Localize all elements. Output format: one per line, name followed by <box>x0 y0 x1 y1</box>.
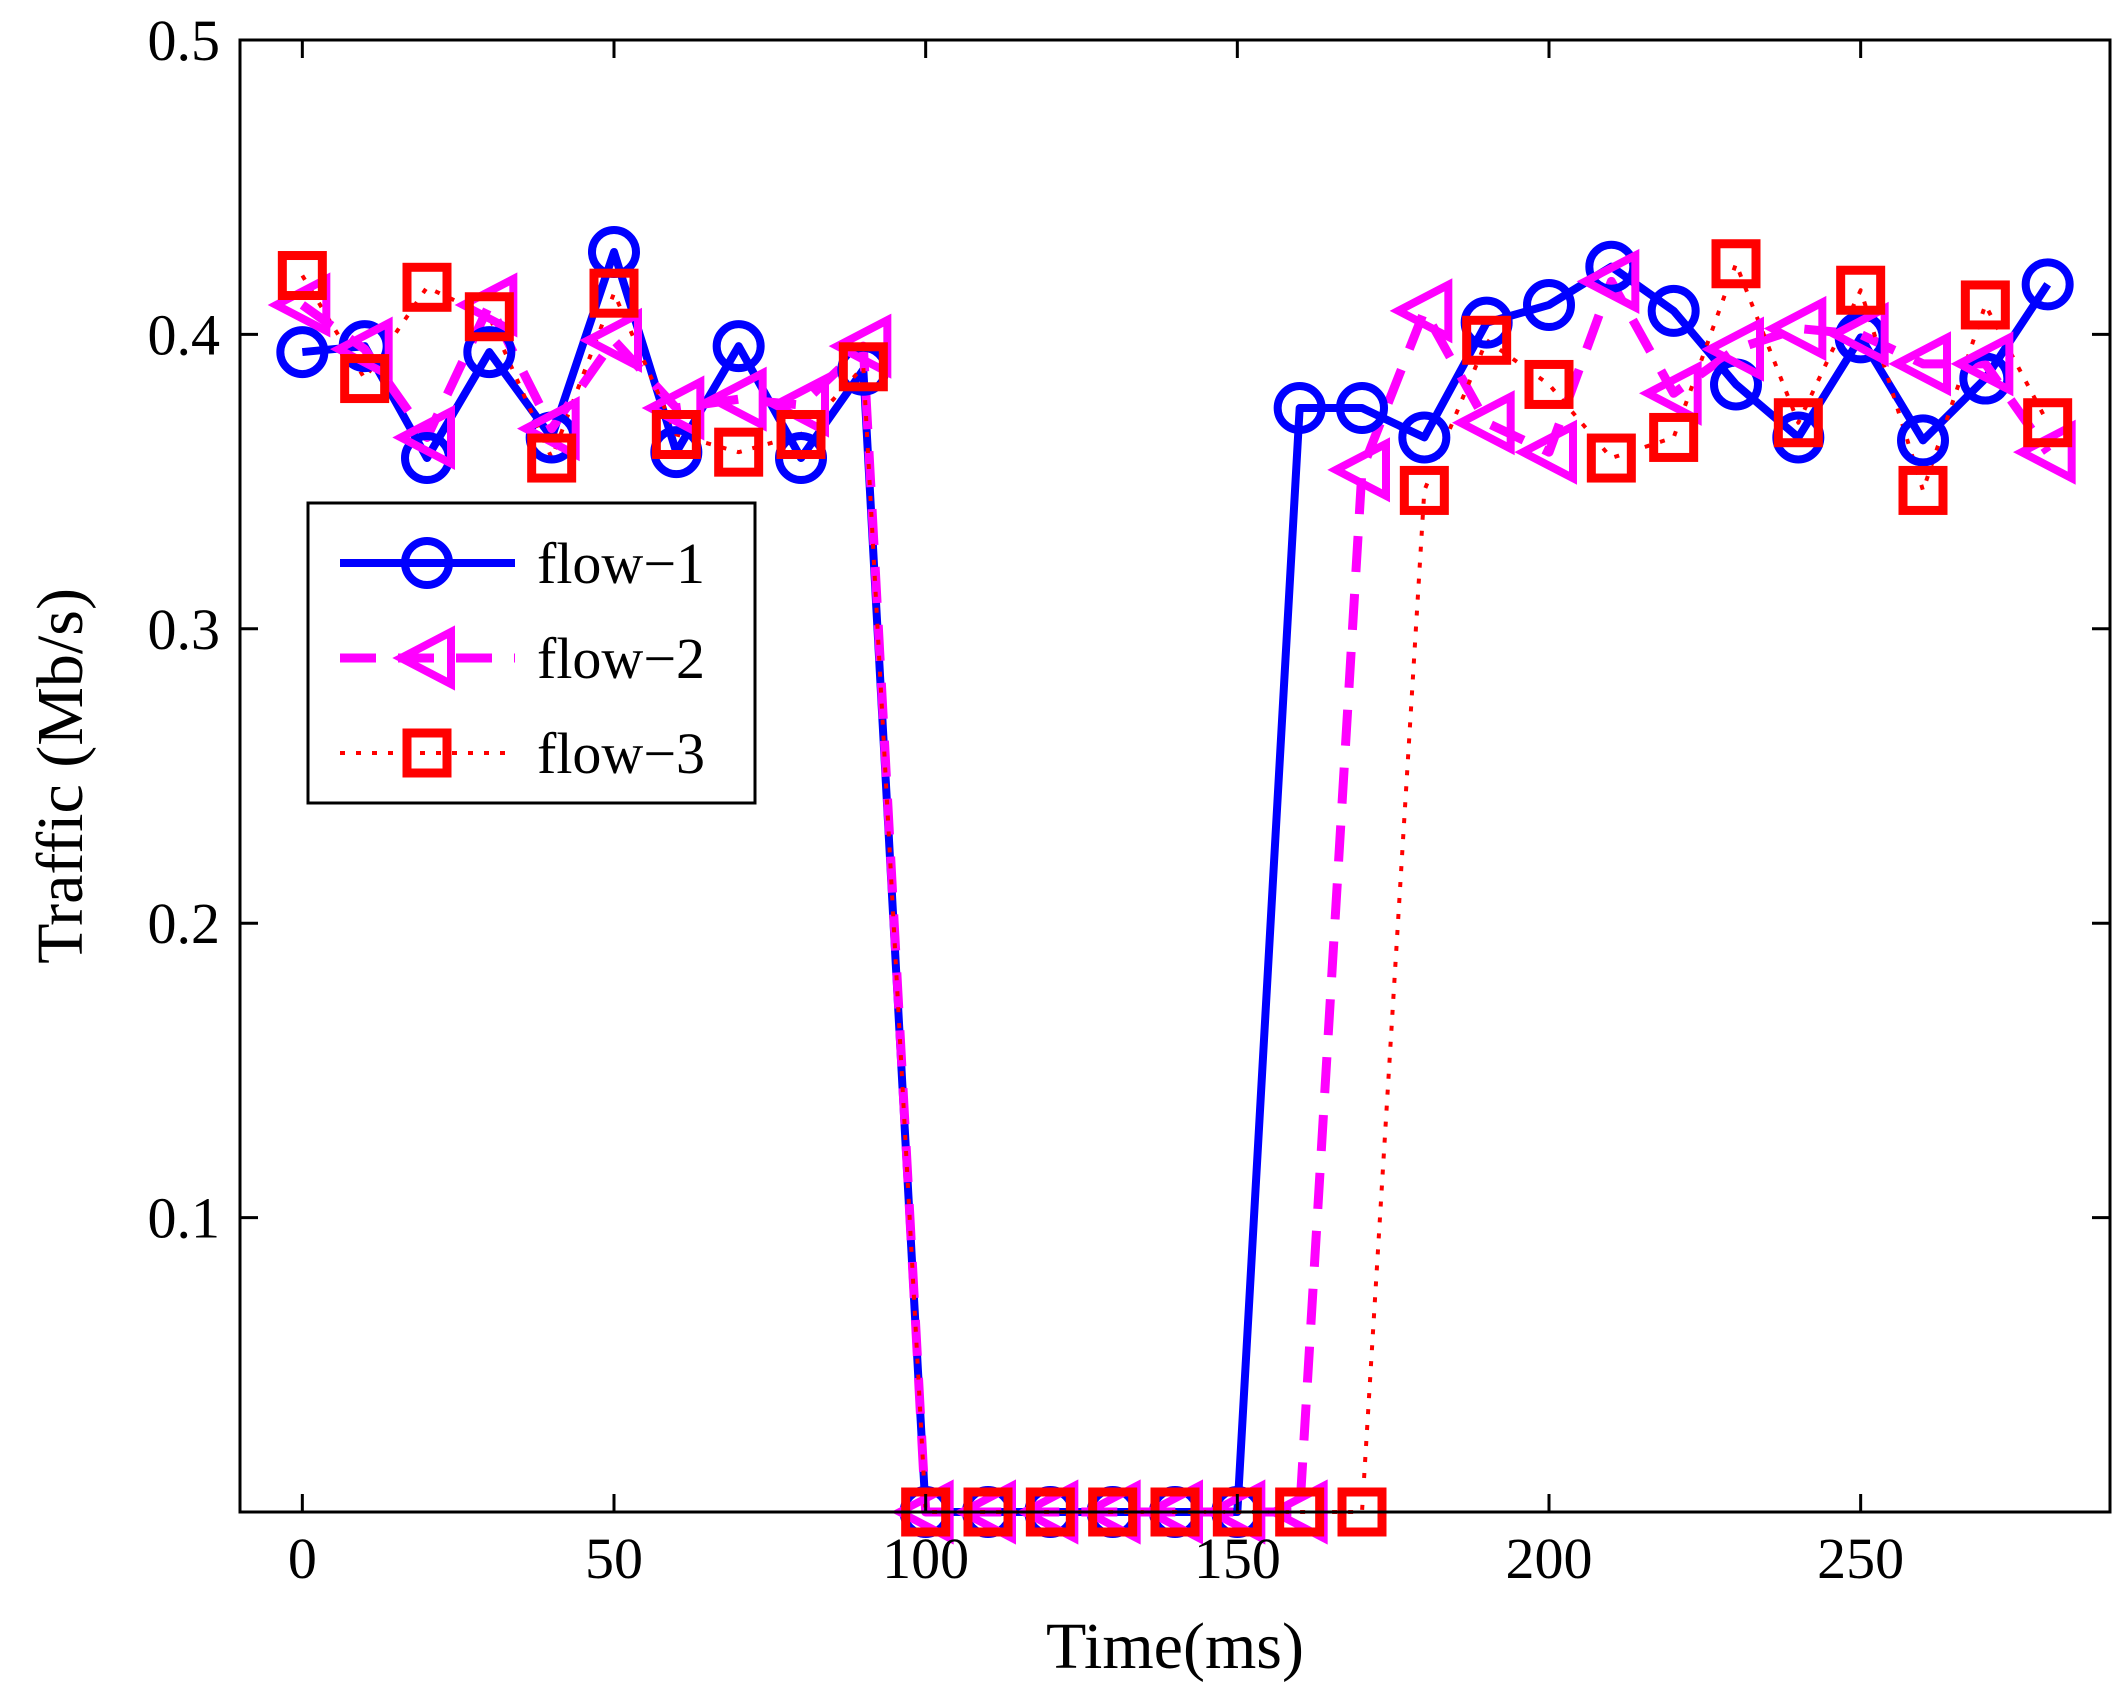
series-3-point <box>340 354 390 404</box>
legend-marker-1 <box>401 537 453 589</box>
series-2-point <box>579 307 642 373</box>
series-2-point <box>1389 278 1453 344</box>
legend-label-1: flow−1 <box>537 531 705 596</box>
series-2-point <box>1576 248 1640 314</box>
series-1-point <box>1273 382 1326 434</box>
x-tick-label: 0 <box>288 1526 317 1591</box>
plot-area-frame <box>238 38 2112 1514</box>
legend-label-2: flow−2 <box>537 626 705 691</box>
y-tick-label: 0.2 <box>148 891 221 956</box>
series-3-point <box>838 342 888 392</box>
series-2-point <box>1888 331 1951 397</box>
x-tick-label: 100 <box>882 1526 969 1591</box>
series-3-point <box>1836 265 1886 315</box>
series-3-point <box>402 262 452 312</box>
series-3-point <box>1711 239 1761 289</box>
series-2-markers <box>267 248 2076 1545</box>
x-tick-label: 50 <box>585 1526 643 1591</box>
series-2-point <box>1327 437 1390 503</box>
y-tick-label: 0.1 <box>148 1186 221 1251</box>
series-3-point <box>1773 398 1823 448</box>
series-1-point <box>276 326 329 379</box>
series-3-point <box>277 251 327 301</box>
y-tick-label: 0.4 <box>148 302 221 367</box>
series-3-point <box>527 433 577 483</box>
series-2-point <box>703 366 767 432</box>
series-3-point <box>651 409 701 459</box>
legend-label-3: flow−3 <box>537 721 705 786</box>
series-3-point <box>714 427 764 477</box>
legend-marker-2 <box>392 625 455 691</box>
series-2-point <box>1950 331 2014 397</box>
x-tick-label: 150 <box>1194 1526 1281 1591</box>
series-2-point <box>1638 360 1702 426</box>
series-1-point <box>463 326 516 379</box>
series-1-point <box>1398 411 1451 464</box>
series-3-point <box>1462 315 1512 365</box>
series-3-point <box>1898 465 1948 515</box>
series-2-point <box>1451 390 1515 456</box>
series-2-point <box>1763 295 1827 362</box>
series-1-point <box>1897 414 1949 467</box>
series-1-point <box>712 320 765 373</box>
x-tick-label: 200 <box>1506 1526 1593 1591</box>
series-1-point <box>1647 284 1700 337</box>
series-3-point <box>1524 359 1574 409</box>
series-3-point <box>464 292 514 342</box>
y-tick-label: 0.5 <box>148 8 221 73</box>
legend-marker-3 <box>402 728 452 778</box>
series-2-point <box>392 404 455 471</box>
series-1-point <box>2021 258 2074 311</box>
legend-box <box>306 501 757 805</box>
series-3-point <box>1960 280 2010 330</box>
series-2-point <box>641 375 705 441</box>
series-3-point <box>2023 398 2073 448</box>
series-1-point <box>1523 278 1575 331</box>
series-2-point <box>1825 301 1889 367</box>
series-3-point <box>589 268 639 318</box>
series-3-point <box>776 409 826 459</box>
series-3-point <box>1399 465 1449 515</box>
series-3-point <box>1586 433 1636 483</box>
y-tick-label: 0.3 <box>148 597 221 662</box>
series-1-point <box>1336 382 1388 434</box>
series-2-point <box>1514 419 1577 485</box>
y-axis-title: Traffic (Mb/s) <box>24 588 97 964</box>
series-3-point <box>1649 412 1699 462</box>
x-axis-title: Time(ms) <box>1046 1610 1304 1683</box>
ticks-layer: 0 50 100 150 200 250 0.1 0.2 0.3 0.4 0.5 <box>148 8 2110 1591</box>
legend: flow−1 flow−2 flow−3 <box>306 501 757 805</box>
x-tick-label: 250 <box>1817 1526 1904 1591</box>
series-2-point <box>1701 316 1764 382</box>
